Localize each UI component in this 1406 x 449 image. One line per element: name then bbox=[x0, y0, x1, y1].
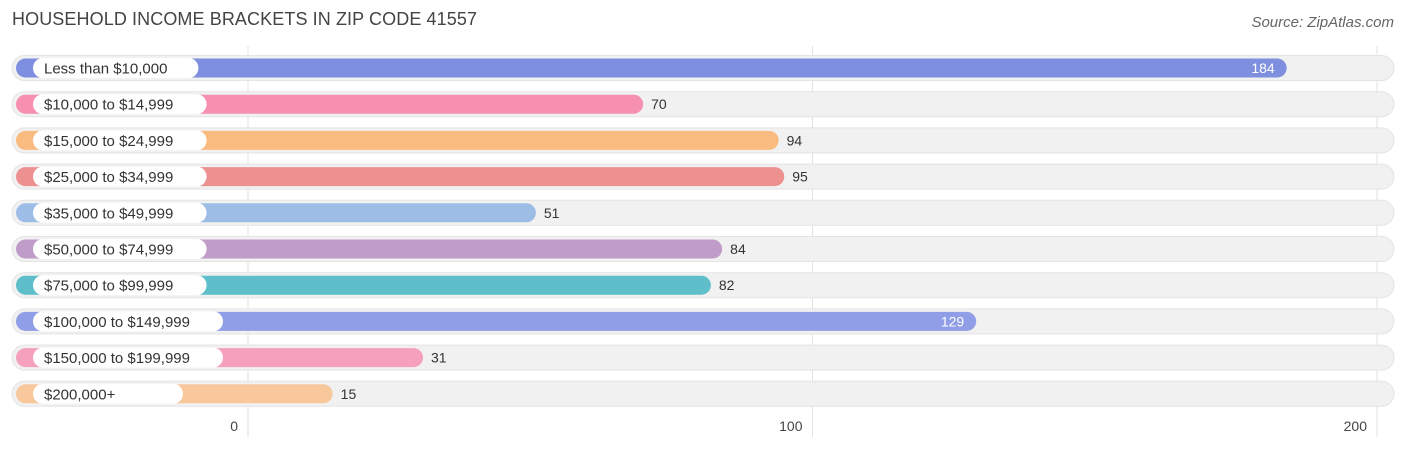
category-pill bbox=[33, 202, 207, 223]
category-label: $15,000 to $24,999 bbox=[44, 133, 173, 150]
category-pill bbox=[33, 166, 207, 187]
category-pill bbox=[33, 239, 207, 259]
bar-row: Less than $10,000 184 bbox=[11, 55, 1395, 81]
value-label: 31 bbox=[431, 350, 447, 366]
category-pill bbox=[33, 275, 207, 296]
category-label: $50,000 to $74,999 bbox=[44, 242, 173, 259]
category-label: $150,000 to $199,999 bbox=[44, 350, 190, 367]
value-label: 15 bbox=[341, 386, 357, 402]
bar bbox=[16, 167, 785, 187]
bar-row: $15,000 to $24,999 94 bbox=[11, 127, 1395, 154]
category-pill bbox=[33, 58, 199, 78]
value-label: 70 bbox=[651, 96, 667, 112]
x-tick-label: 200 bbox=[1344, 418, 1368, 434]
category-label: $100,000 to $149,999 bbox=[44, 314, 190, 331]
value-label: 95 bbox=[792, 169, 808, 185]
chart-title: HOUSEHOLD INCOME BRACKETS IN ZIP CODE 41… bbox=[12, 9, 478, 29]
value-label: 94 bbox=[787, 132, 803, 148]
x-tick-label: 0 bbox=[230, 418, 238, 434]
category-label: $200,000+ bbox=[44, 386, 116, 403]
value-label: 84 bbox=[730, 241, 746, 257]
x-tick-label: 100 bbox=[779, 418, 803, 434]
category-label: Less than $10,000 bbox=[44, 61, 167, 78]
bar-row: $200,000+ 15 bbox=[11, 380, 1395, 407]
bar bbox=[16, 311, 977, 331]
value-label: 51 bbox=[544, 205, 560, 221]
category-pill bbox=[33, 383, 183, 404]
bar-track bbox=[11, 380, 1395, 407]
bar-row: $25,000 to $34,999 95 bbox=[11, 163, 1395, 190]
bar bbox=[16, 58, 1287, 78]
category-pill bbox=[33, 347, 223, 368]
category-pill bbox=[33, 130, 207, 151]
value-label: 82 bbox=[719, 277, 735, 293]
category-label: $10,000 to $14,999 bbox=[44, 97, 173, 114]
bar bbox=[16, 130, 779, 150]
bar-row: $75,000 to $99,999 82 bbox=[11, 272, 1395, 299]
source-label: Source: ZipAtlas.com bbox=[1251, 14, 1394, 31]
x-axis-ticks: 0 100 200 bbox=[230, 418, 1367, 434]
value-label: 184 bbox=[1251, 60, 1275, 76]
category-label: $25,000 to $34,999 bbox=[44, 169, 173, 186]
bar-row: $10,000 to $14,999 70 bbox=[11, 91, 1395, 118]
category-pill bbox=[33, 94, 207, 115]
bar-row: $150,000 to $199,999 31 bbox=[11, 344, 1395, 371]
value-label: 129 bbox=[941, 313, 965, 329]
category-label: $75,000 to $99,999 bbox=[44, 278, 173, 295]
category-pill bbox=[33, 311, 223, 332]
chart-rows: Less than $10,000 184 $10,000 to $14,999 70… bbox=[11, 55, 1395, 407]
category-label: $35,000 to $49,999 bbox=[44, 205, 173, 222]
bar-row: $50,000 to $74,999 84 bbox=[11, 236, 1395, 262]
bar-row: $35,000 to $49,999 51 bbox=[11, 199, 1395, 226]
bar-row: $100,000 to $149,999 129 bbox=[11, 308, 1395, 335]
